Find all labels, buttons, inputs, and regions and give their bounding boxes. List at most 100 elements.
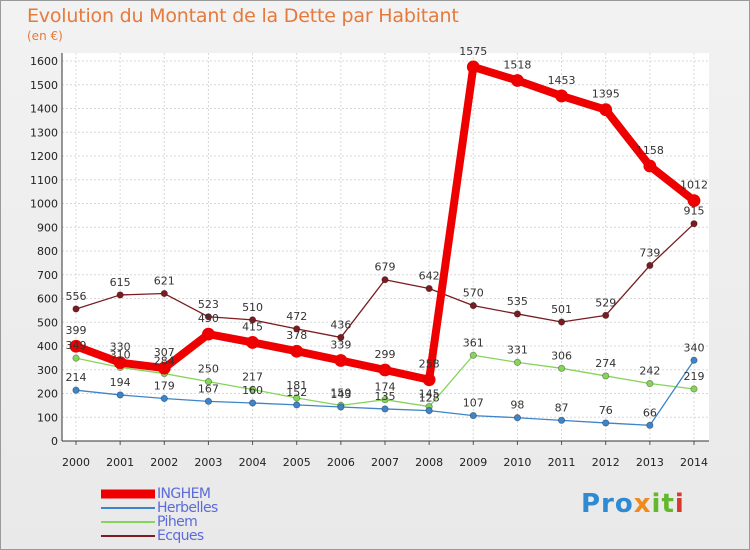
data-label-inghem: 299 (375, 348, 396, 361)
data-point-pihem (248, 385, 257, 394)
data-point-ecques (602, 311, 610, 319)
data-point-herbelles (293, 401, 301, 409)
data-point-ecques (248, 316, 257, 324)
data-point-inghem (378, 363, 392, 377)
data-point-inghem (290, 344, 304, 358)
data-point-pihem (690, 385, 698, 393)
data-label-pihem: 310 (110, 348, 131, 361)
data-point-pihem (646, 379, 654, 388)
y-tick-label: 1000 (30, 198, 58, 211)
data-label-pihem: 349 (66, 339, 87, 352)
data-label-inghem: 307 (154, 346, 175, 359)
data-point-inghem (246, 336, 259, 349)
y-tick-label: 1100 (30, 174, 58, 187)
data-label-herbelles: 128 (419, 392, 440, 405)
data-label-pihem: 174 (375, 381, 396, 394)
data-label-pihem: 242 (639, 365, 660, 378)
data-point-pihem (557, 364, 566, 372)
y-tick-label: 1500 (30, 79, 58, 92)
chart-legend: INGHEM Herbelles Pihem Ecques (101, 486, 321, 544)
data-label-ecques: 510 (242, 301, 263, 314)
legend-label-ecques: Ecques (157, 528, 204, 544)
y-tick-label: 900 (37, 221, 58, 234)
data-label-herbelles: 167 (198, 382, 219, 395)
data-point-ecques (116, 291, 124, 299)
data-point-pihem (293, 394, 301, 402)
data-point-pihem (469, 351, 477, 359)
x-tick-label: 2006 (327, 456, 355, 469)
legend-swatch-herbelles (101, 507, 155, 509)
proxiti-logo: Proxiti (581, 489, 685, 519)
y-tick-label: 1600 (30, 55, 58, 68)
data-label-herbelles: 76 (599, 404, 613, 417)
data-point-herbelles (248, 399, 257, 407)
x-tick-label: 2013 (636, 456, 664, 469)
data-point-pihem (204, 378, 213, 386)
y-tick-label: 400 (37, 340, 58, 353)
data-label-ecques: 570 (463, 287, 484, 300)
data-label-inghem: 339 (330, 338, 351, 351)
data-label-inghem: 1453 (548, 74, 576, 87)
data-point-herbelles (116, 391, 124, 399)
data-point-inghem (511, 74, 524, 87)
data-point-herbelles (513, 414, 522, 422)
data-label-herbelles: 214 (66, 371, 87, 384)
x-tick-label: 2011 (548, 456, 576, 469)
data-label-ecques: 739 (639, 246, 660, 259)
legend-swatch-ecques (101, 535, 155, 537)
data-point-pihem (72, 354, 80, 362)
data-point-inghem (422, 373, 436, 387)
data-point-ecques (646, 261, 654, 270)
data-point-herbelles (646, 421, 654, 429)
data-label-inghem: 1518 (503, 58, 531, 71)
y-tick-label: 1200 (30, 150, 58, 163)
x-tick-label: 2001 (106, 456, 134, 469)
data-point-ecques (690, 220, 698, 228)
data-point-ecques (469, 302, 477, 310)
x-tick-label: 2009 (459, 456, 487, 469)
data-point-inghem (643, 159, 657, 173)
legend-label-inghem: INGHEM (157, 486, 211, 502)
data-label-ecques: 642 (419, 270, 440, 283)
data-label-herbelles: 194 (110, 376, 131, 389)
y-tick-label: 500 (37, 316, 58, 329)
data-label-herbelles: 107 (463, 397, 484, 410)
x-tick-label: 2014 (680, 456, 708, 469)
y-tick-label: 200 (37, 388, 58, 401)
data-point-ecques (557, 318, 566, 326)
data-label-ecques: 615 (110, 276, 131, 289)
data-point-ecques (72, 305, 80, 313)
data-label-inghem: 1575 (459, 45, 487, 58)
chart-title: Evolution du Montant de la Dette par Hab… (27, 5, 459, 27)
x-tick-label: 2003 (194, 456, 222, 469)
data-label-ecques: 523 (198, 298, 219, 311)
x-tick-label: 2007 (371, 456, 399, 469)
legend-label-pihem: Pihem (157, 514, 198, 530)
x-tick-label: 2008 (415, 456, 443, 469)
legend-item-ecques: Ecques (101, 528, 321, 544)
data-label-inghem: 1012 (680, 179, 708, 192)
data-label-herbelles: 98 (510, 399, 524, 412)
data-point-herbelles (602, 419, 610, 427)
data-label-inghem: 330 (110, 341, 131, 354)
data-label-inghem: 399 (66, 324, 87, 337)
legend-item-herbelles: Herbelles (101, 500, 321, 516)
data-point-herbelles (204, 397, 213, 405)
data-label-inghem: 450 (198, 312, 219, 325)
x-tick-label: 2012 (592, 456, 620, 469)
y-tick-label: 1300 (30, 126, 58, 139)
data-point-ecques (381, 276, 389, 284)
data-point-ecques (337, 333, 345, 342)
data-label-herbelles: 66 (643, 406, 657, 419)
data-point-inghem (466, 60, 480, 74)
y-tick-label: 1400 (30, 103, 58, 116)
data-point-herbelles (690, 356, 698, 364)
y-tick-label: 300 (37, 364, 58, 377)
data-label-ecques: 621 (154, 275, 175, 288)
data-label-herbelles: 179 (154, 379, 175, 392)
data-point-ecques (293, 325, 301, 333)
data-point-herbelles (72, 386, 80, 394)
data-label-inghem: 1158 (636, 144, 664, 157)
